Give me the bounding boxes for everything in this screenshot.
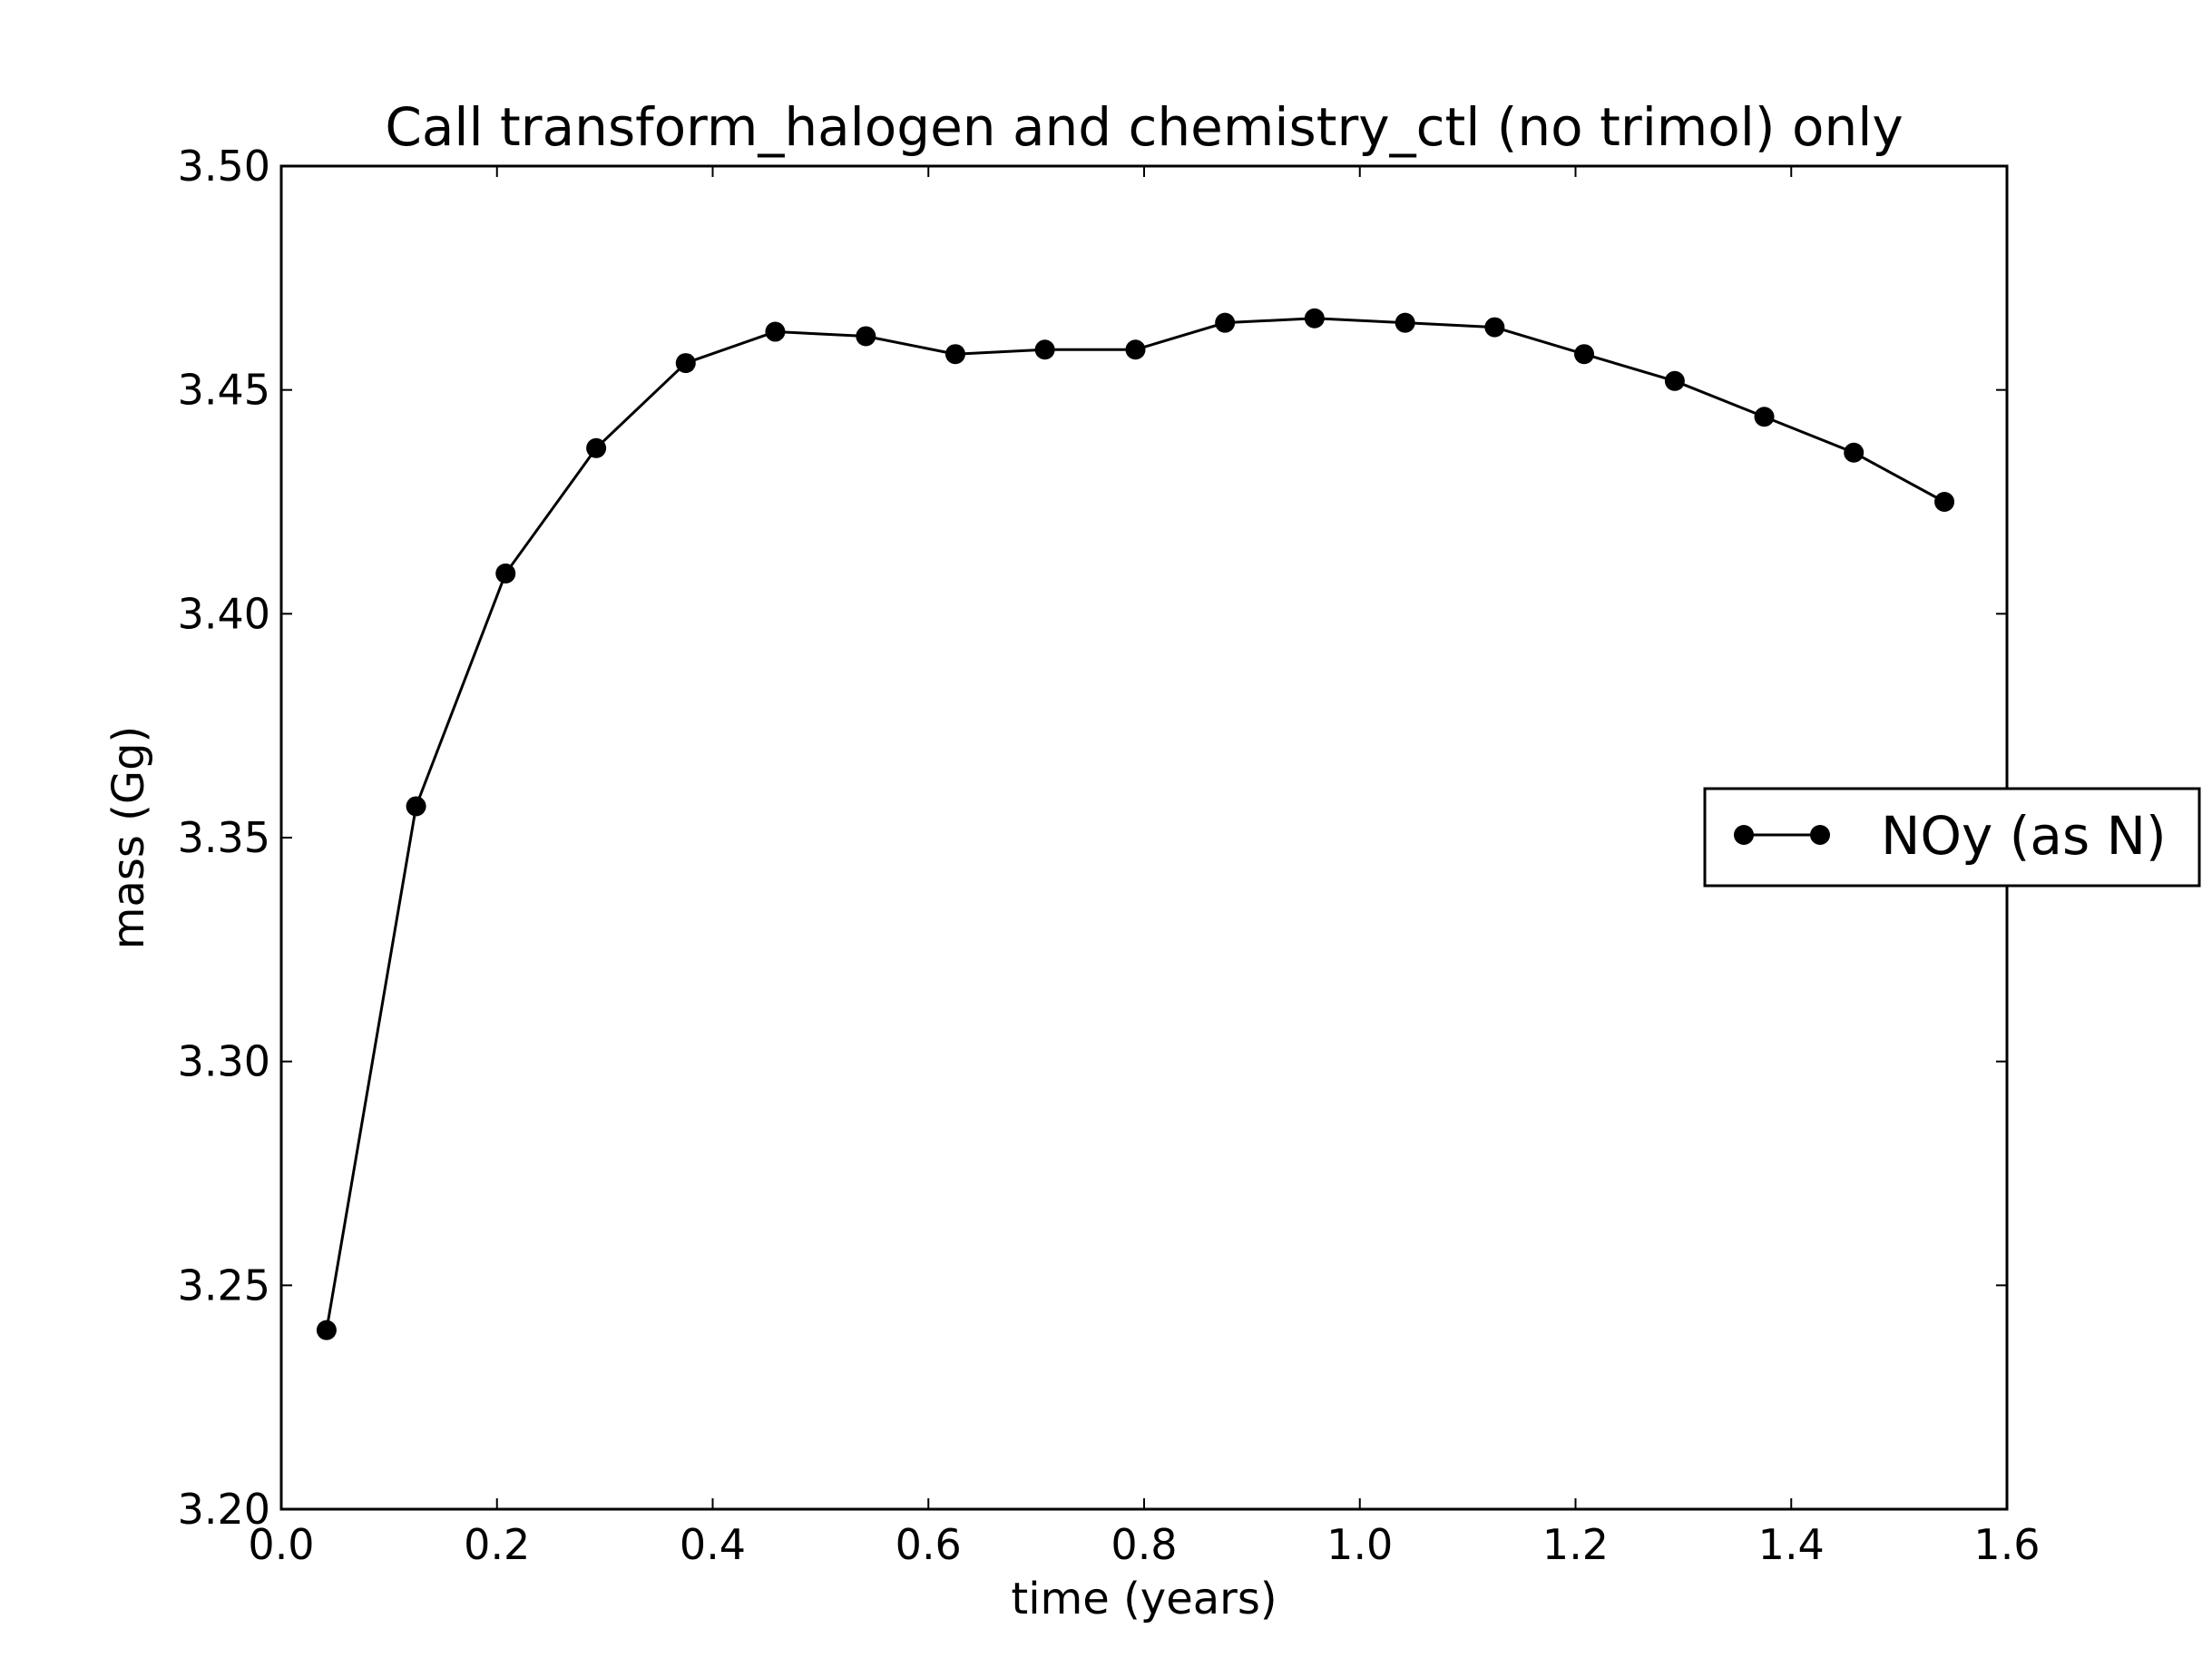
x-tick-label: 1.2 [1542, 1520, 1609, 1569]
x-axis-label: time (years) [1011, 1574, 1277, 1624]
x-tick-label: 1.4 [1758, 1520, 1825, 1569]
x-tick-label: 1.0 [1326, 1520, 1393, 1569]
data-point [1304, 308, 1325, 329]
axis-ticks [280, 165, 2008, 1510]
data-point [1574, 344, 1595, 365]
data-point [765, 321, 786, 342]
data-point [1484, 317, 1505, 338]
series-layer [316, 308, 1955, 1340]
y-tick-label: 3.45 [178, 366, 270, 415]
x-tick-label: 0.6 [896, 1520, 962, 1569]
x-tick-label: 0.4 [680, 1520, 746, 1569]
data-point [1664, 370, 1685, 391]
y-tick-label: 3.40 [178, 589, 270, 638]
data-point [1844, 442, 1865, 463]
y-axis-label: mass (Gg) [103, 726, 154, 950]
data-point [945, 344, 965, 365]
data-point [495, 563, 516, 584]
data-point [1034, 339, 1055, 360]
legend-box [1703, 787, 2201, 888]
chart-title: Call transform_halogen and chemistry_ctl… [385, 96, 1903, 158]
data-point [675, 353, 696, 374]
legend-marker-right [1810, 825, 1830, 845]
legend: NOy (as N) [1703, 787, 2201, 888]
x-tick-label: 0.8 [1111, 1520, 1177, 1569]
data-point [1215, 312, 1236, 333]
x-tick-labels: 0.0 0.2 0.4 0.6 0.8 1.0 1.2 1.4 1.6 [248, 1520, 2040, 1569]
y-tick-label: 3.50 [178, 142, 270, 191]
data-point [1754, 407, 1775, 427]
data-point [406, 796, 426, 817]
y-tick-labels: 3.20 3.25 3.30 3.35 3.40 3.45 3.50 [178, 142, 270, 1534]
data-point [856, 326, 876, 347]
y-tick-label: 3.20 [178, 1485, 270, 1534]
legend-marker-left [1734, 825, 1754, 845]
data-point [586, 437, 607, 458]
data-point [316, 1320, 337, 1340]
y-tick-label: 3.35 [178, 813, 270, 862]
y-tick-label: 3.25 [178, 1261, 270, 1310]
legend-label: NOy (as N) [1881, 805, 2167, 867]
x-tick-label: 0.2 [464, 1520, 530, 1569]
data-point [1934, 492, 1955, 512]
data-point [1395, 312, 1415, 333]
x-tick-label: 1.6 [1973, 1520, 2040, 1569]
x-tick-label: 0.0 [248, 1520, 314, 1569]
y-tick-label: 3.30 [178, 1037, 270, 1086]
data-point [1125, 339, 1146, 360]
